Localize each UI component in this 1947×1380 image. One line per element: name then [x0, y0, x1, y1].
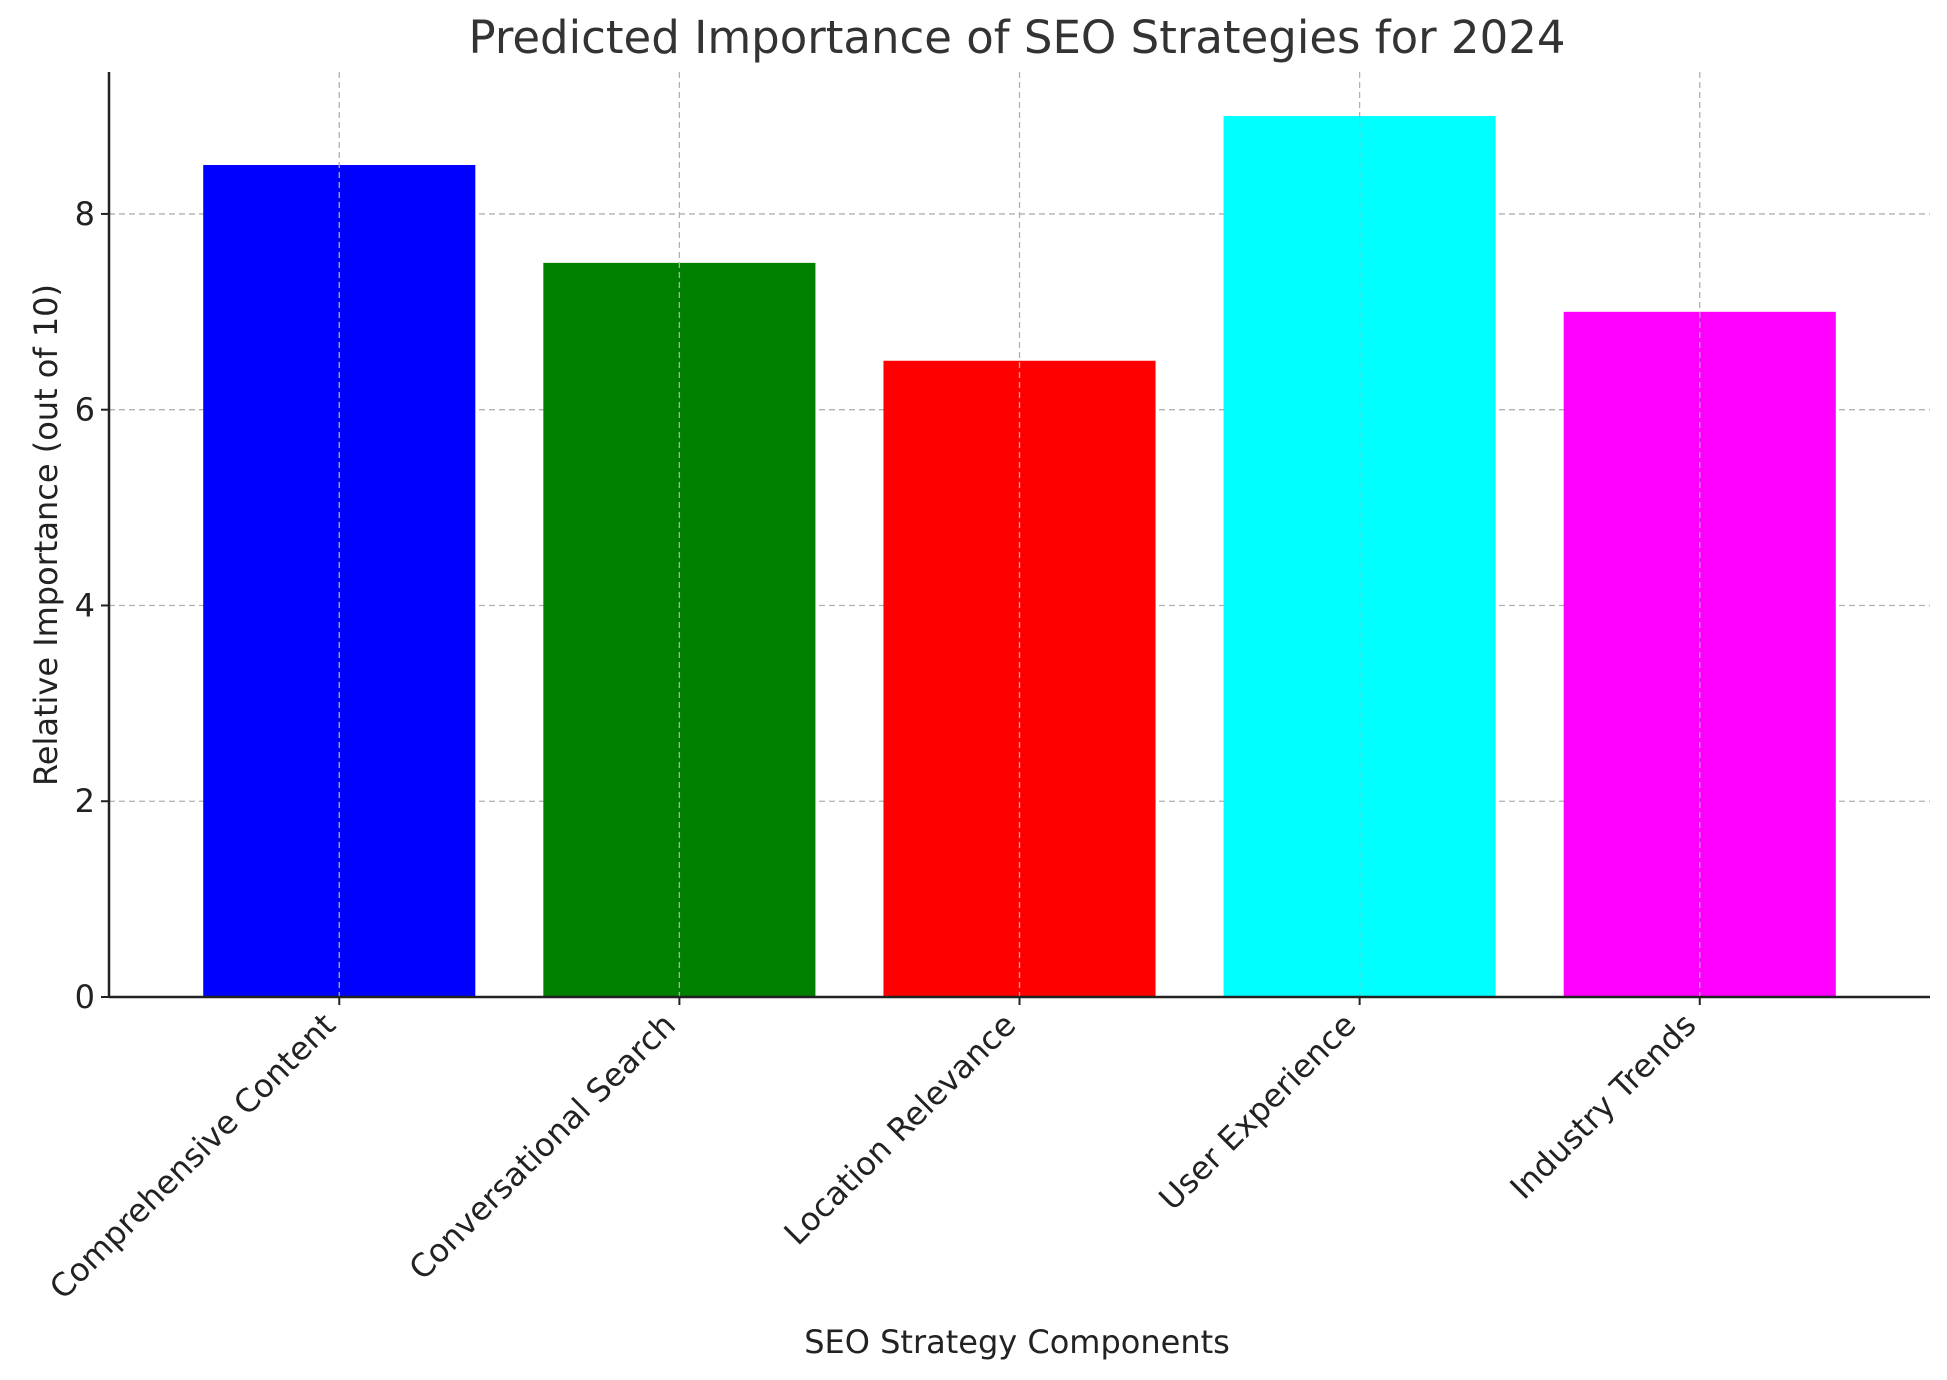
y-tick-labels: 0 2 4 6 8	[75, 195, 95, 1016]
axes	[101, 72, 1930, 1005]
y-tick-label: 8	[75, 195, 95, 233]
x-tick-label: Comprehensive Content	[42, 1006, 343, 1307]
x-tick-label: Industry Trends	[1503, 1006, 1704, 1207]
y-tick-label: 2	[75, 782, 95, 820]
x-tick-label: Conversational Search	[401, 1006, 683, 1288]
y-tick-label: 0	[75, 978, 95, 1016]
chart-title: Predicted Importance of SEO Strategies f…	[469, 11, 1566, 64]
y-axis-label: Relative Importance (out of 10)	[27, 284, 65, 786]
y-tick-label: 6	[75, 391, 95, 429]
x-axis-label: SEO Strategy Components	[804, 1323, 1230, 1361]
x-tick-label: User Experience	[1151, 1006, 1363, 1218]
x-tick-labels: Comprehensive Content Conversational Sear…	[42, 1006, 1703, 1307]
x-tick-label: Location Relevance	[777, 1006, 1024, 1253]
y-tick-label: 4	[75, 586, 95, 624]
